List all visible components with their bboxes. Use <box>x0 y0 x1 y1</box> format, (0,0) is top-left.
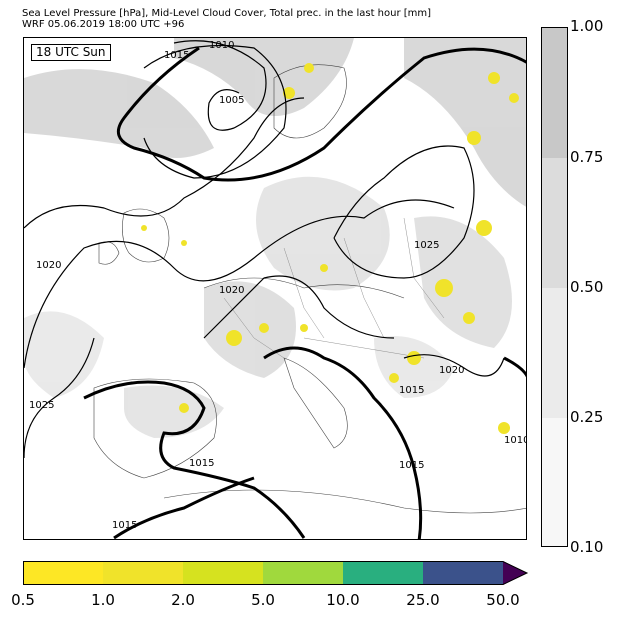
cloud-patch <box>24 311 104 398</box>
precip-tick: 10.0 <box>326 591 360 609</box>
isobar-1015-north <box>24 97 305 229</box>
cloud-patch <box>256 176 390 291</box>
precipitation-layer <box>141 63 519 434</box>
isobar-1015-thick-south <box>83 380 306 539</box>
cloud-level-50-75 <box>542 158 567 288</box>
cloud-level-25-50 <box>542 288 567 418</box>
precip-tick: 25.0 <box>406 591 440 609</box>
isobar-1005 <box>173 40 267 131</box>
precip-level-5 <box>423 561 503 585</box>
precip-level-0 <box>23 561 103 585</box>
precip-bar-outline <box>23 561 529 585</box>
cloud-cover-colorbar <box>541 27 568 547</box>
chart-title: Sea Level Pressure [hPa], Mid-Level Clou… <box>22 8 432 19</box>
isobar-1020 <box>24 199 455 369</box>
isobar-1015-thick-edge <box>503 356 526 378</box>
precip-level-3 <box>263 561 343 585</box>
isobar-1015-thick-sw <box>113 476 255 539</box>
map-canvas: 1015 1010 1005 1020 1025 1020 1025 1020 … <box>24 38 527 539</box>
isobar-label: 1015 <box>112 520 137 531</box>
isobar-label: 1015 <box>399 460 424 471</box>
precip-tick: 1.0 <box>91 591 115 609</box>
iberia-coast <box>93 378 217 479</box>
isobar-label: 1015 <box>189 458 214 469</box>
isobar-label: 1020 <box>36 260 61 271</box>
precip-level-2 <box>183 561 263 585</box>
isobar-1010 <box>143 44 287 179</box>
run-info: WRF 05.06.2019 18:00 UTC +96 <box>22 19 185 30</box>
isobars-thin <box>24 40 505 459</box>
isobar-label: 1005 <box>219 95 244 106</box>
isobar-label: 1010 <box>209 40 234 51</box>
cloud-patch <box>24 69 214 158</box>
isobar-label: 1020 <box>439 365 464 376</box>
isobar-label: 1015 <box>399 385 424 396</box>
cloud-tick: 1.00 <box>570 17 604 35</box>
cloud-patch <box>414 216 512 348</box>
isobar-label: 1025 <box>414 240 439 251</box>
cloud-tick: 0.25 <box>570 408 604 426</box>
precipitation-colorbar <box>23 561 529 585</box>
weather-map: 1015 1010 1005 1020 1025 1020 1025 1020 … <box>23 37 527 540</box>
cloud-level-10-25 <box>542 418 567 546</box>
precip-tick: 50.0 <box>486 591 520 609</box>
cloud-patch <box>174 38 354 116</box>
cloud-tick: 0.10 <box>570 538 604 556</box>
isobar-label: 1015 <box>164 50 189 61</box>
isobar-1015-thick-north <box>116 46 526 182</box>
isobar-1025-high <box>333 145 475 279</box>
coastlines <box>93 64 526 514</box>
great-britain-coast <box>122 208 170 263</box>
continental-coast <box>203 277 405 299</box>
precip-tick: 5.0 <box>251 591 275 609</box>
isobar-labels: 1015 1010 1005 1020 1025 1020 1025 1020 … <box>29 40 527 531</box>
isobar-1025-west <box>24 337 95 459</box>
cloud-level-75-100 <box>542 28 567 158</box>
isobar-label: 1010 <box>504 435 527 446</box>
isobars-thick <box>83 46 526 539</box>
precip-tick: 2.0 <box>171 591 195 609</box>
cloud-tick: 0.50 <box>570 278 604 296</box>
precip-level-4 <box>343 561 423 585</box>
precip-tick: 0.5 <box>11 591 35 609</box>
cloud-tick: 0.75 <box>570 148 604 166</box>
isobar-label: 1025 <box>29 400 54 411</box>
precip-level-extend <box>503 561 527 585</box>
precip-level-1 <box>103 561 183 585</box>
isobar-1020-c <box>403 354 505 377</box>
isobar-1020-b <box>203 275 395 339</box>
isobar-label: 1020 <box>219 285 244 296</box>
north-africa-coast <box>163 489 526 514</box>
valid-time-label: 18 UTC Sun <box>31 44 111 61</box>
italy-coast <box>283 357 348 449</box>
isobar-1015-thick-east <box>263 346 423 539</box>
